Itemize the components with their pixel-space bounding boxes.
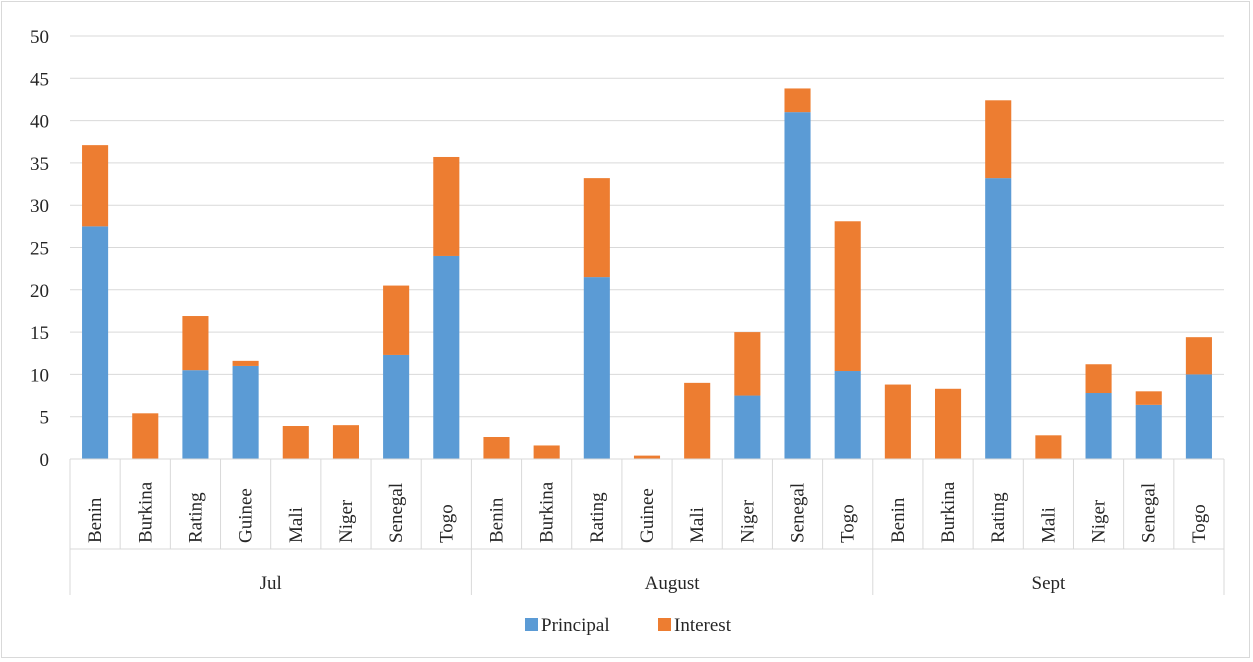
y-tick-label: 45 xyxy=(30,69,49,90)
bar-principal xyxy=(834,371,861,459)
legend-label: Principal xyxy=(541,615,610,636)
bar-interest xyxy=(383,285,410,355)
bar-principal xyxy=(433,255,460,459)
x-category-label: Togo xyxy=(838,504,859,543)
y-tick-label: 15 xyxy=(30,323,49,344)
x-category-label: Senegal xyxy=(1139,483,1160,543)
x-category-label: Benin xyxy=(888,497,909,543)
y-tick-label: 30 xyxy=(30,196,49,217)
y-tick-label: 35 xyxy=(30,154,49,175)
legend-swatch xyxy=(525,618,538,631)
bar-principal xyxy=(985,178,1012,460)
x-category-label: Niger xyxy=(1089,499,1110,543)
bar-interest xyxy=(232,360,259,366)
x-category-label: Rating xyxy=(587,492,608,543)
x-category-label: Rating xyxy=(988,492,1009,543)
bars xyxy=(82,88,1212,460)
y-tick-label: 5 xyxy=(40,408,50,429)
x-category-label: Benin xyxy=(85,497,106,543)
bar-interest xyxy=(533,445,560,459)
y-axis-ticks: 0 5 10 15 20 25 30 35 40 45 50 xyxy=(30,27,49,471)
x-category-label: Burkina xyxy=(537,481,558,543)
bar-principal xyxy=(383,354,410,459)
bar-principal xyxy=(182,370,209,459)
bar-principal xyxy=(734,395,761,459)
x-category-label: Togo xyxy=(436,504,457,543)
x-group-label: Sept xyxy=(1032,573,1067,594)
x-category-label: Niger xyxy=(336,499,357,543)
x-category-label: Mali xyxy=(687,507,708,543)
x-category-label: Guinee xyxy=(236,488,257,543)
x-category-label: Guinee xyxy=(637,488,658,543)
bar-principal xyxy=(1185,374,1212,459)
x-category-label: Senegal xyxy=(788,483,809,543)
legend: Principal Interest xyxy=(525,615,732,636)
x-group-label: August xyxy=(645,573,701,594)
y-tick-label: 0 xyxy=(40,450,50,471)
bar-interest xyxy=(1135,391,1162,405)
bar-principal xyxy=(583,277,610,459)
x-category-label: Benin xyxy=(486,497,507,543)
bar-interest xyxy=(784,88,811,113)
x-category-label: Niger xyxy=(737,499,758,543)
bar-principal xyxy=(82,226,109,459)
legend-label: Interest xyxy=(674,615,732,636)
bar-interest xyxy=(884,384,911,459)
bar-interest xyxy=(332,425,360,459)
bar-principal xyxy=(1135,404,1162,459)
bar-interest xyxy=(934,388,962,459)
bar-interest xyxy=(583,178,610,278)
x-category-label: Mali xyxy=(286,507,307,543)
legend-swatch xyxy=(658,618,671,631)
x-axis: Benin Burkina Rating Guinee Mali Niger Senegal… xyxy=(69,458,1225,595)
x-category-label: Burkina xyxy=(135,481,156,543)
gridlines xyxy=(70,35,1224,418)
bar-interest xyxy=(633,455,661,459)
bar-interest xyxy=(282,426,309,459)
x-category-label: Mali xyxy=(1038,507,1059,543)
x-category-label: Togo xyxy=(1189,504,1210,543)
bar-interest xyxy=(684,382,711,459)
bar-principal xyxy=(1085,393,1112,459)
x-category-label: Rating xyxy=(185,492,206,543)
bar-interest xyxy=(483,437,510,459)
y-tick-label: 25 xyxy=(30,239,49,260)
bar-interest xyxy=(834,221,861,372)
y-tick-label: 40 xyxy=(30,112,49,133)
bar-interest xyxy=(1085,364,1112,394)
y-tick-label: 50 xyxy=(30,27,49,48)
y-tick-label: 20 xyxy=(30,281,49,302)
bar-interest xyxy=(985,100,1012,179)
bar-interest xyxy=(734,332,761,396)
bar-interest xyxy=(433,156,460,256)
bar-interest xyxy=(132,413,159,459)
x-category-label: Senegal xyxy=(386,483,407,543)
bar-interest xyxy=(1185,337,1212,375)
bar-interest xyxy=(182,316,209,371)
y-tick-label: 10 xyxy=(30,365,49,386)
bar-interest xyxy=(1035,435,1062,459)
bar-principal xyxy=(232,365,259,459)
x-category-label: Burkina xyxy=(938,481,959,543)
bar-principal xyxy=(784,112,811,459)
x-group-label: Jul xyxy=(260,573,282,594)
bar-interest xyxy=(82,145,109,227)
